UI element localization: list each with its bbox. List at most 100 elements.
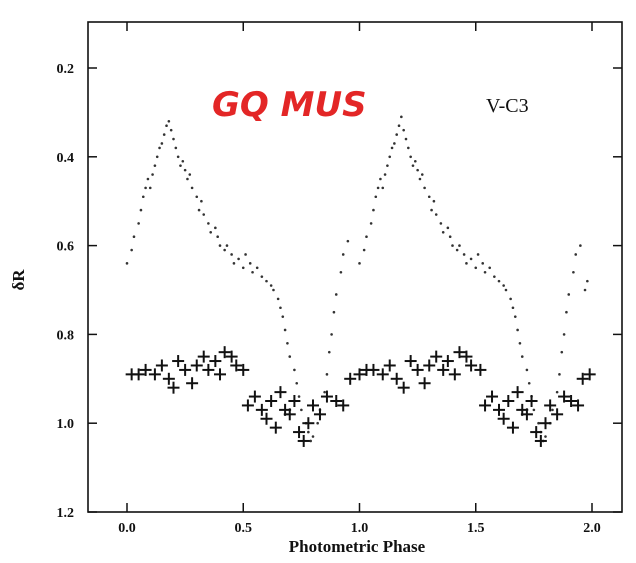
cross-point (225, 350, 238, 363)
dot-point (214, 226, 217, 230)
x-tick-label: 2.0 (583, 521, 601, 536)
dot-point (295, 381, 299, 385)
dot-point (244, 253, 247, 256)
dot-point (188, 173, 192, 176)
dot-point (381, 186, 385, 190)
cross-point (448, 368, 461, 381)
cross-point (565, 395, 578, 407)
dot-point (339, 270, 343, 274)
dot-point (513, 315, 517, 318)
dot-point (155, 155, 159, 159)
cross-point (493, 403, 505, 416)
x-tick-label: 0.5 (235, 521, 253, 536)
dot-point (316, 421, 319, 425)
dot-point (586, 279, 589, 283)
dot-point (432, 199, 436, 203)
dot-point (411, 164, 415, 167)
dot-point (574, 253, 578, 256)
dot-point (225, 244, 229, 247)
x-axis: 0.0 0.5 1.0 1.5 2.0 (118, 22, 601, 536)
dot-point (167, 119, 171, 123)
cross-point (179, 363, 192, 376)
x-tick-label: 1.5 (467, 521, 485, 536)
dot-point (407, 146, 410, 150)
dot-point (174, 146, 178, 150)
y-axis: 0.2 0.4 0.6 0.8 1.0 1.2 (57, 62, 622, 521)
dot-point (172, 137, 175, 141)
cross-point (520, 408, 533, 421)
dot-point (130, 248, 133, 252)
dot-point (455, 248, 459, 252)
cross-point (320, 390, 333, 403)
dot-point (341, 253, 345, 256)
dot-point (151, 173, 154, 176)
dot-point (397, 124, 401, 128)
dot-point (430, 208, 433, 212)
dot-point (309, 439, 312, 443)
cross-point (525, 395, 538, 407)
cross-point (376, 368, 389, 381)
cross-point (214, 368, 226, 381)
cross-point (544, 399, 557, 412)
dot-point (283, 328, 287, 332)
cross-point (260, 412, 273, 425)
dot-point (416, 168, 419, 172)
dot-point (469, 257, 473, 261)
dot-point (386, 164, 389, 167)
cross-point (218, 346, 231, 359)
dot-point (544, 435, 547, 438)
dot-point (579, 244, 582, 247)
cross-point (162, 372, 175, 385)
dot-point (572, 270, 575, 274)
dot-point (281, 315, 285, 318)
dot-point (516, 328, 519, 332)
dot-point (462, 253, 466, 256)
dot-point (483, 270, 487, 274)
dot-point (518, 341, 522, 345)
cross-point (288, 395, 301, 407)
cross-point (283, 408, 296, 421)
cross-point (209, 355, 222, 368)
cross-point (558, 390, 571, 403)
dot-point (241, 266, 245, 270)
cross-point (430, 350, 443, 363)
dot-point (358, 262, 361, 265)
cross-point (274, 386, 287, 399)
dot-point (230, 253, 233, 256)
dot-point (525, 368, 529, 372)
dot-point (179, 164, 182, 167)
cross-point (437, 363, 450, 376)
cross-point (418, 377, 431, 390)
dot-point (567, 293, 571, 296)
dot-point (146, 177, 150, 181)
cross-point (139, 363, 152, 376)
dot-point (558, 373, 561, 376)
cross-point (313, 408, 326, 421)
cross-point (576, 372, 589, 385)
cross-point (479, 399, 492, 412)
dot-point (551, 408, 554, 412)
cross-point (248, 390, 261, 403)
cross-point (460, 350, 473, 363)
cross-point (534, 434, 547, 447)
dot-point (311, 435, 315, 438)
dot-point (272, 288, 275, 292)
dot-point (276, 297, 280, 301)
dot-point (181, 159, 185, 163)
dot-point (420, 173, 424, 176)
dot-point (286, 341, 289, 345)
dot-point (232, 262, 236, 265)
dot-point (511, 306, 515, 310)
dot-point (327, 350, 331, 354)
dot-point (148, 186, 152, 190)
dot-point (183, 168, 187, 172)
dot-point (451, 244, 454, 247)
dot-point (237, 257, 240, 261)
dot-point (409, 155, 412, 159)
cross-point (465, 359, 478, 372)
y-axis-title: δR (9, 269, 28, 291)
dot-point (465, 262, 468, 265)
data-points (125, 115, 596, 447)
cross-point (330, 395, 343, 407)
dot-point (497, 279, 501, 283)
